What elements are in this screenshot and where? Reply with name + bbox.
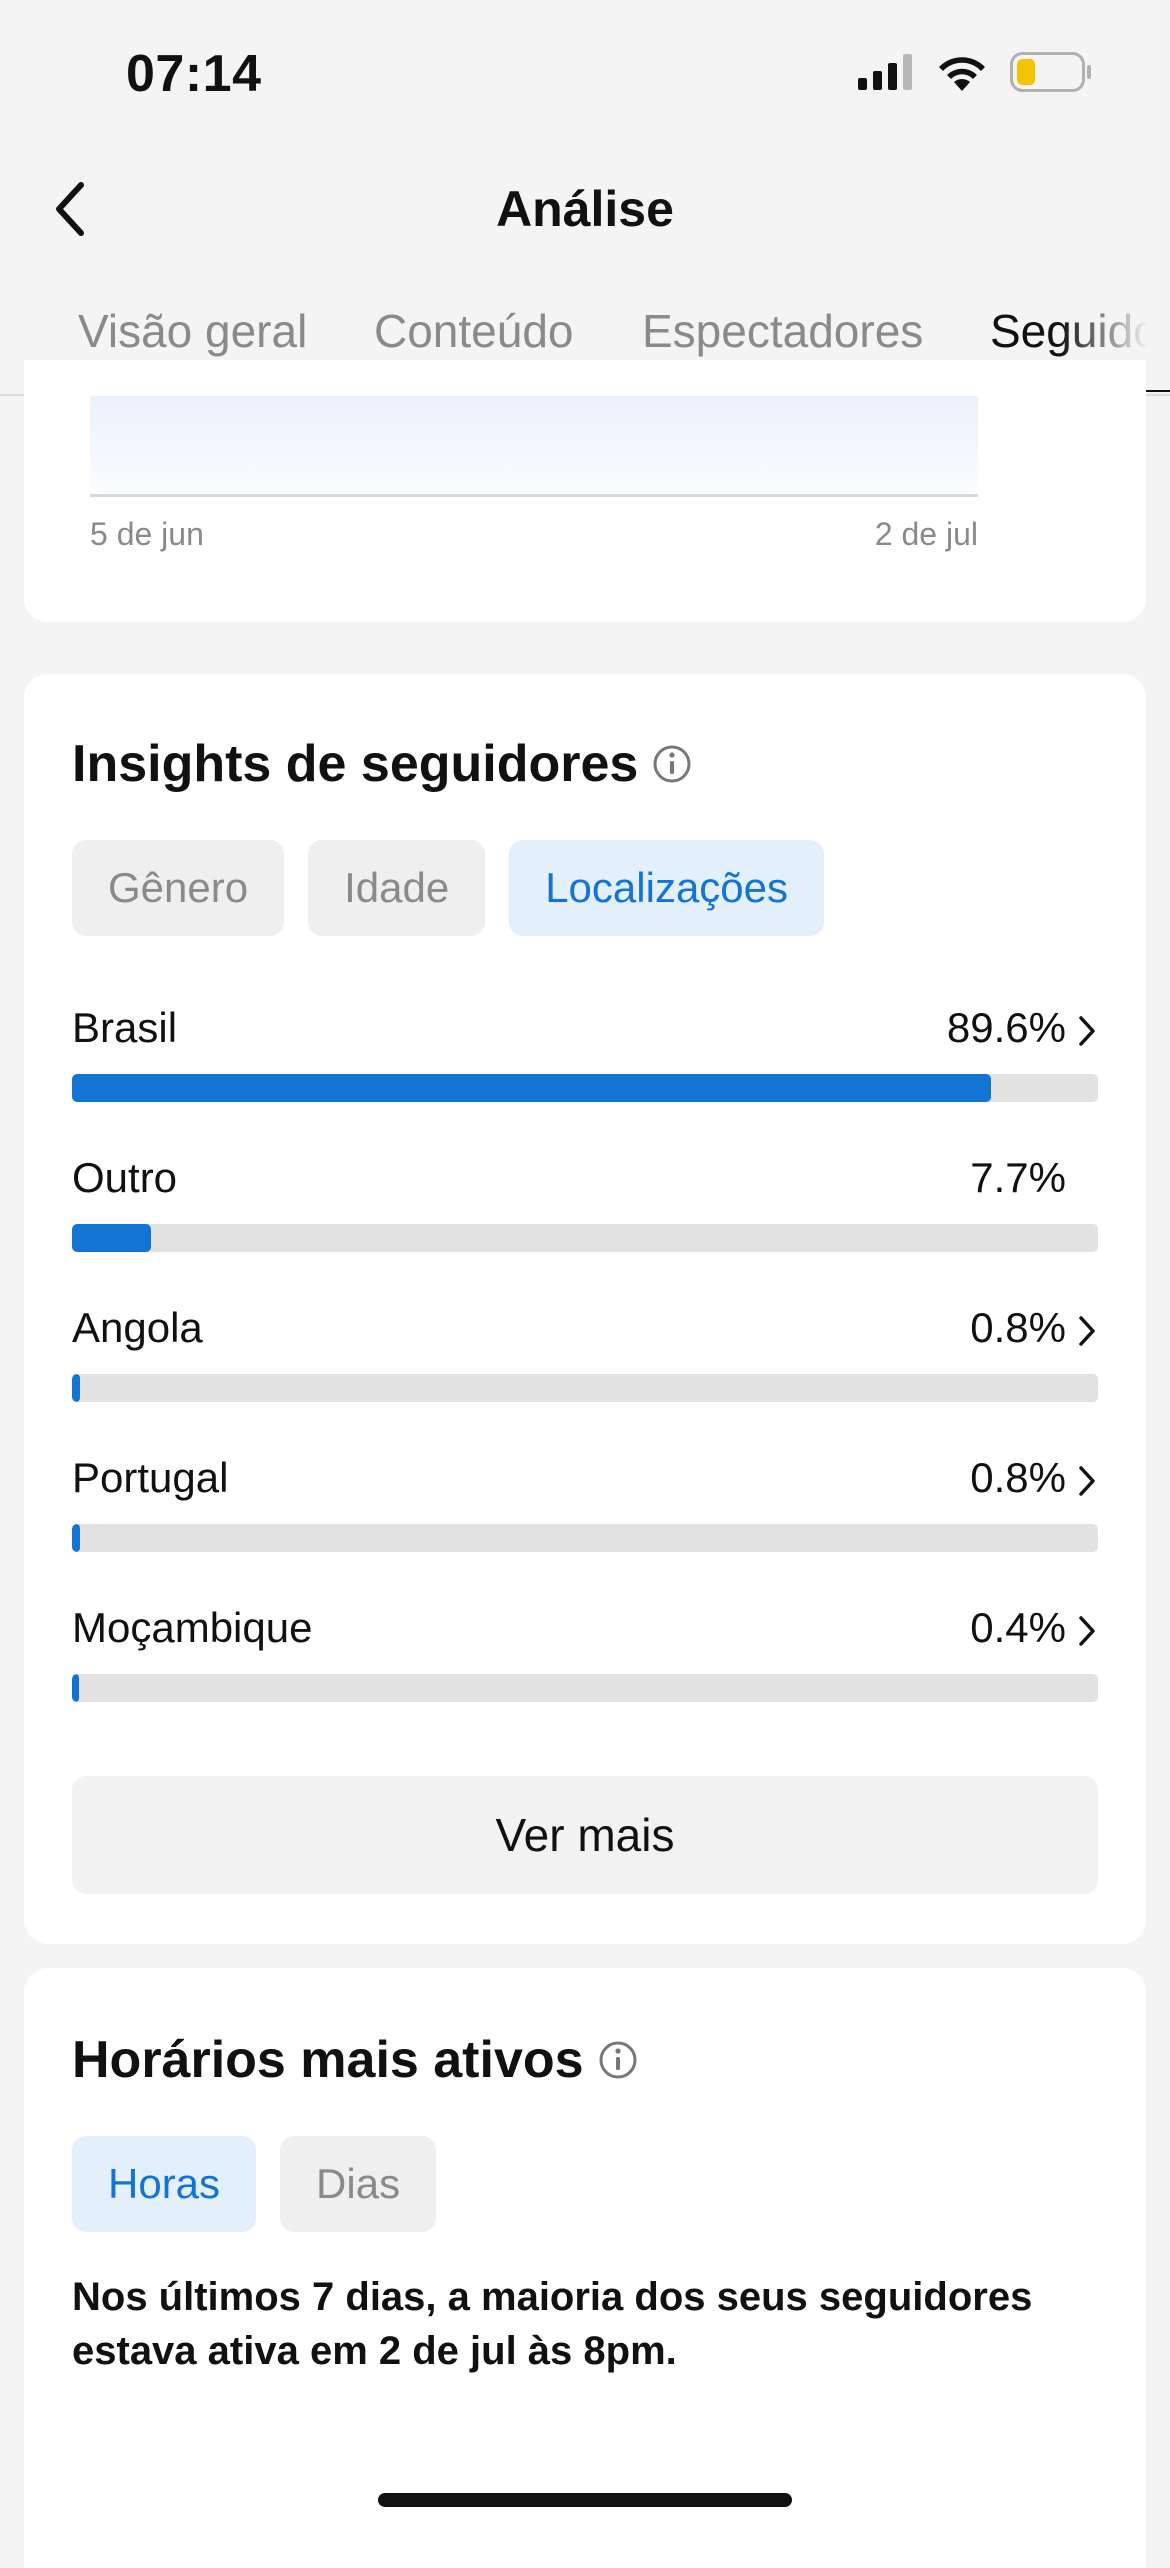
chip-hours[interactable]: Horas [72, 2136, 257, 2232]
location-row[interactable]: Moçambique 0.4% [72, 1604, 1098, 1754]
page-title: Análise [496, 181, 674, 237]
location-bar-fill [72, 1074, 992, 1102]
chip-gender[interactable]: Gênero [72, 840, 285, 936]
followers-chart-card: 5 de jun 2 de jul [24, 360, 1146, 622]
tab-viewers[interactable]: Espectadores [642, 305, 924, 357]
active-times-title: Horários mais ativos [72, 2031, 584, 2089]
location-bar-track [72, 1674, 1098, 1702]
chart-baseline [90, 494, 978, 497]
chart-area [90, 396, 978, 494]
wifi-icon [936, 53, 988, 96]
chip-age[interactable]: Idade [308, 840, 486, 936]
chart-x-label-end: 2 de jul [874, 516, 978, 552]
active-times-card: Horários mais ativos Horas Dias Nos últi… [24, 1968, 1146, 2568]
info-icon[interactable] [652, 744, 692, 784]
nav-bar: Análise [0, 160, 1170, 260]
signal-icon [858, 54, 914, 95]
location-bar-fill [72, 1524, 81, 1552]
back-button[interactable] [36, 174, 106, 244]
insights-chips: Gênero Idade Localizações [72, 840, 825, 936]
location-row: Outro 7.7% [72, 1154, 1098, 1304]
location-bar-track [72, 1524, 1098, 1552]
status-bar: 07:14 [0, 0, 1170, 150]
location-bar-track [72, 1074, 1098, 1102]
chart-x-label-start: 5 de jun [90, 516, 204, 552]
tab-bar: Visão geral Conteúdo Espectadores Seguid… [0, 290, 1170, 396]
active-times-chips: Horas Dias [72, 2136, 437, 2232]
status-time: 07:14 [126, 45, 262, 103]
section-title: Horários mais ativos [72, 2030, 638, 2090]
location-name: Brasil [72, 1004, 178, 1051]
chip-days[interactable]: Dias [280, 2136, 437, 2232]
location-row[interactable]: Brasil 89.6% [72, 1004, 1098, 1154]
follower-insights-card: Insights de seguidores Gênero Idade Loca… [24, 674, 1146, 1944]
info-icon[interactable] [598, 2040, 638, 2080]
chevron-right-icon [1079, 1316, 1095, 1346]
chevron-right-icon [1079, 1466, 1095, 1496]
location-row[interactable]: Angola 0.8% [72, 1304, 1098, 1454]
chevron-right-icon [1079, 1016, 1095, 1046]
chevron-right-icon [1079, 1616, 1095, 1646]
location-name: Moçambique [72, 1604, 313, 1651]
location-percent: 89.6% [946, 1004, 1066, 1051]
status-icons [858, 52, 1092, 97]
location-name: Portugal [72, 1454, 229, 1501]
chip-locations[interactable]: Localizações [509, 840, 825, 936]
location-bar-fill [72, 1224, 151, 1252]
see-more-button[interactable]: Ver mais [72, 1776, 1098, 1894]
location-percent: 0.8% [970, 1304, 1066, 1351]
chevron-left-icon [56, 182, 84, 236]
location-name: Angola [72, 1304, 203, 1351]
location-bar-track [72, 1374, 1098, 1402]
location-bar-fill [72, 1374, 81, 1402]
location-name: Outro [72, 1154, 178, 1201]
locations-list: Brasil 89.6% Outro 7.7% Angola 0.8% Port… [72, 1004, 1098, 1754]
section-title: Insights de seguidores [72, 734, 692, 794]
tab-overview[interactable]: Visão geral [78, 305, 308, 357]
tab-content[interactable]: Conteúdo [374, 305, 574, 357]
location-percent: 0.4% [970, 1604, 1066, 1651]
location-row[interactable]: Portugal 0.8% [72, 1454, 1098, 1604]
insights-title: Insights de seguidores [72, 735, 639, 793]
home-indicator [378, 2493, 792, 2507]
location-bar-track [72, 1224, 1098, 1252]
battery-icon [1010, 52, 1092, 97]
location-bar-fill [72, 1674, 80, 1702]
location-percent: 0.8% [970, 1454, 1066, 1501]
location-percent: 7.7% [970, 1154, 1066, 1201]
active-times-summary: Nos últimos 7 dias, a maioria dos seus s… [72, 2275, 1033, 2373]
